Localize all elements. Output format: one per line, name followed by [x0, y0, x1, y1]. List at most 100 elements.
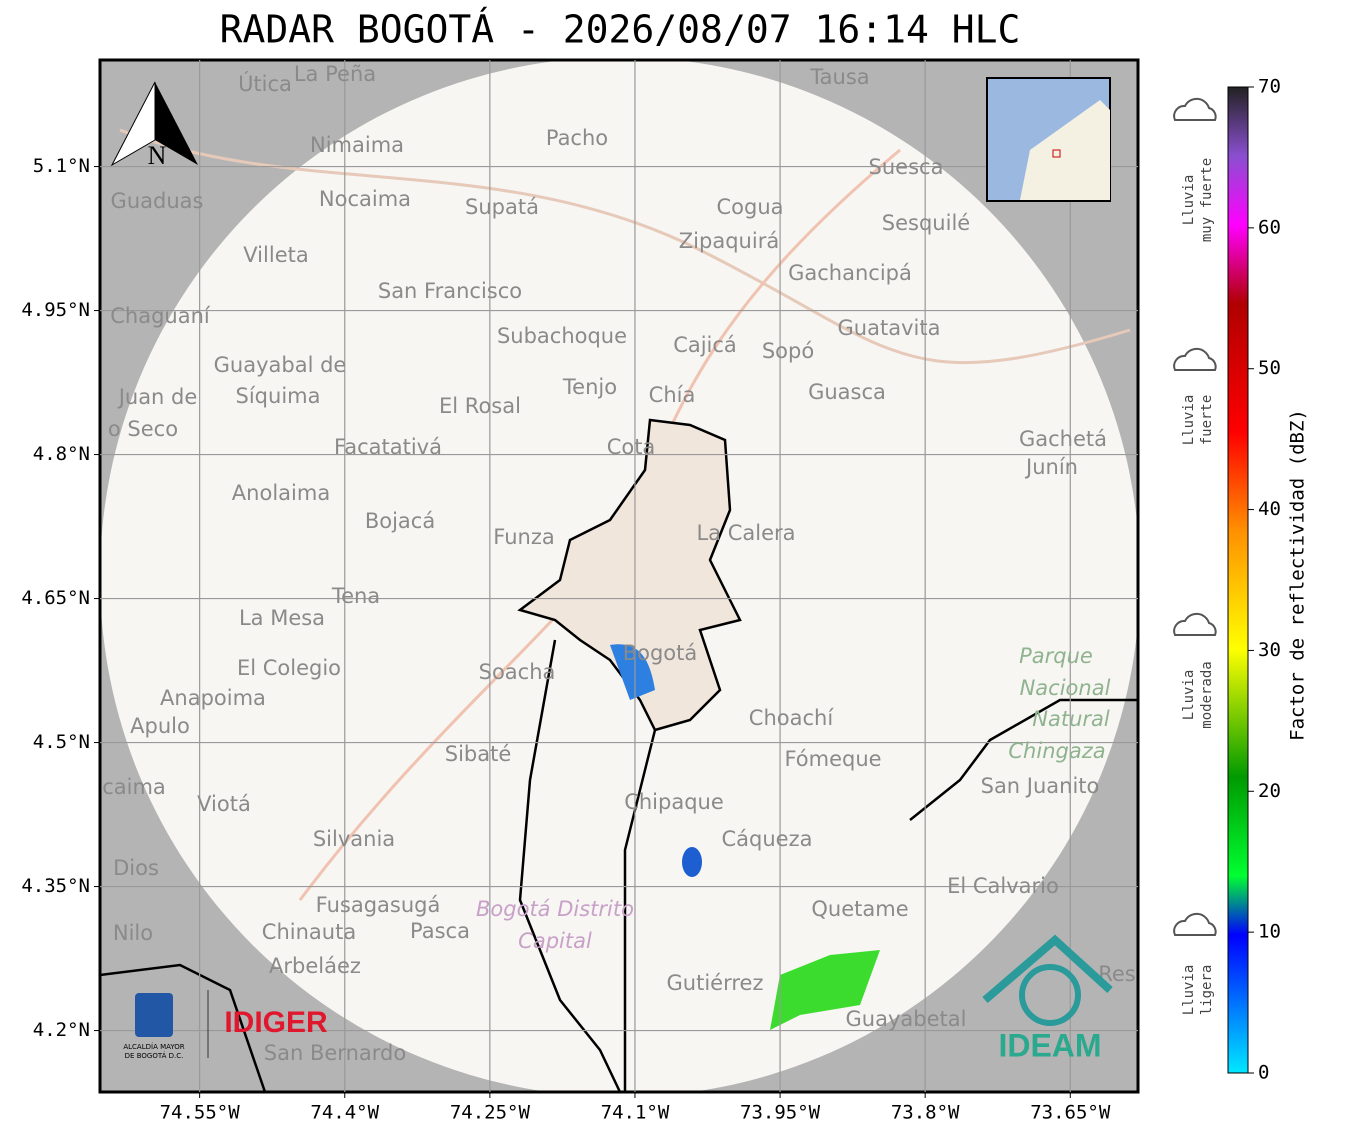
place-label: La Calera — [696, 521, 795, 545]
place-label: Nilo — [113, 921, 153, 945]
place-label: Bogotá — [623, 641, 698, 665]
x-tick-label: 74.1°W — [601, 1102, 670, 1124]
x-tick-label: 73.65°W — [1030, 1102, 1111, 1124]
y-tick-label: 4.95°N — [21, 299, 90, 321]
rain-label: fuerte — [1199, 395, 1215, 446]
place-label: Gachetá — [1019, 427, 1107, 451]
y-tick-label: 4.35°N — [21, 875, 90, 897]
place-label: Junín — [1024, 455, 1078, 479]
colorbar-tick-label: 60 — [1258, 216, 1281, 238]
north-label: N — [148, 141, 167, 170]
x-tick-label: 73.8°W — [891, 1102, 960, 1124]
place-label: Sopó — [762, 339, 814, 363]
place-label: Arbeláez — [269, 954, 361, 978]
rain-icon — [1173, 347, 1217, 371]
logo-text: DE BOGOTÁ D.C. — [125, 1051, 184, 1060]
place-label: Sibaté — [445, 742, 512, 766]
place-label: Silvania — [313, 827, 395, 851]
colorbar — [1227, 86, 1249, 1074]
place-label: Fómeque — [784, 747, 881, 771]
place-label: Gutiérrez — [667, 971, 764, 995]
place-label: Anolaima — [232, 481, 330, 505]
place-label: Chaguaní — [110, 304, 211, 328]
place-label: Villeta — [243, 243, 308, 267]
colorbar-tick-label: 40 — [1258, 498, 1281, 520]
colorbar-tick-label: 70 — [1258, 76, 1281, 98]
place-label: Fusagasugá — [316, 893, 441, 917]
rain-label: Lluvia — [1181, 965, 1197, 1016]
logo-text: ALCALDÍA MAYOR — [123, 1042, 184, 1051]
place-label: caima — [102, 775, 166, 799]
rain-icon — [1173, 97, 1217, 121]
park-label: Natural — [1032, 707, 1110, 731]
place-label: Supatá — [465, 195, 539, 219]
x-tick-label: 74.55°W — [160, 1102, 241, 1124]
rain-icon — [1173, 912, 1217, 936]
colorbar-tick-label: 50 — [1258, 357, 1281, 379]
colorbar-tick-label: 10 — [1258, 921, 1281, 943]
place-label: Choachí — [749, 706, 835, 730]
place-label: Gachancipá — [788, 261, 912, 285]
place-label: La Mesa — [239, 606, 325, 630]
place-label: Tausa — [809, 65, 869, 89]
place-label: Bojacá — [365, 509, 435, 533]
y-tick-label: 5.1°N — [33, 155, 90, 177]
idiger-logo: IDIGER — [224, 1006, 328, 1039]
place-label: Funza — [493, 525, 554, 549]
place-label: Guayabetal — [846, 1007, 967, 1031]
y-tick-label: 4.5°N — [33, 731, 90, 753]
place-label: Juan de — [117, 385, 198, 409]
place-label: Pasca — [410, 919, 470, 943]
place-label: Cáqueza — [722, 827, 813, 851]
place-label: Síquima — [236, 384, 321, 408]
place-label: Sesquilé — [882, 211, 970, 235]
place-label: Guaduas — [111, 189, 204, 213]
place-label: El Colegio — [237, 656, 341, 680]
rain-label: moderada — [1199, 661, 1215, 728]
place-label: Zipaquirá — [679, 229, 779, 253]
place-label: San Juanito — [981, 774, 1100, 798]
place-label: San Bernardo — [264, 1041, 406, 1065]
place-label: Dios — [113, 856, 159, 880]
y-tick-label: 4.8°N — [33, 443, 90, 465]
place-label: Guasca — [808, 380, 886, 404]
park-label: Chingaza — [1008, 739, 1105, 763]
place-label: Anapoima — [160, 686, 266, 710]
place-label: Útica — [238, 71, 292, 96]
y-tick-label: 4.65°N — [21, 587, 90, 609]
place-label: Nocaima — [319, 187, 411, 211]
rain-label: ligera — [1199, 965, 1215, 1016]
y-tick-label: 4.2°N — [33, 1019, 90, 1041]
park-label: Nacional — [1020, 676, 1111, 700]
place-label: o Seco — [108, 417, 178, 441]
place-label: Cajicá — [673, 333, 737, 357]
colorbar-tick-label: 0 — [1258, 1062, 1269, 1084]
place-label: El Rosal — [439, 394, 521, 418]
place-label: Chinauta — [262, 920, 356, 944]
district-label: Capital — [518, 929, 592, 953]
place-label: Viotá — [197, 792, 251, 816]
x-tick-label: 74.25°W — [450, 1102, 531, 1124]
place-label: Subachoque — [497, 324, 627, 348]
place-label: El Calvario — [947, 874, 1059, 898]
place-label: Tena — [331, 584, 380, 608]
rain-icon — [1173, 612, 1217, 636]
colorbar-tick-label: 30 — [1258, 639, 1281, 661]
place-label: Tenjo — [562, 375, 617, 399]
place-label: Nimaima — [310, 133, 404, 157]
district-label: Bogotá Distrito — [476, 897, 634, 921]
park-label: Parque — [1019, 644, 1093, 668]
colorbar-tick-label: 20 — [1258, 780, 1281, 802]
place-label: Cogua — [716, 195, 783, 219]
ideam-logo: IDEAM — [998, 1027, 1101, 1063]
place-label: Chía — [649, 383, 696, 407]
x-tick-label: 73.95°W — [740, 1102, 821, 1124]
rain-label: Lluvia — [1181, 670, 1197, 721]
place-label: La Peña — [294, 62, 376, 86]
place-label: Soacha — [479, 660, 556, 684]
place-label: Cota — [607, 435, 656, 459]
place-label: Facatativá — [334, 435, 442, 459]
place-label: Guatavita — [838, 316, 941, 340]
place-label: San Francisco — [378, 279, 522, 303]
